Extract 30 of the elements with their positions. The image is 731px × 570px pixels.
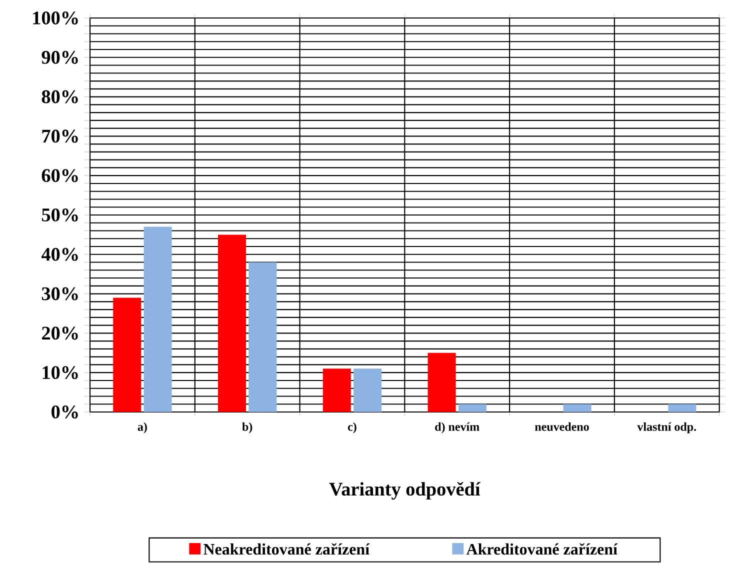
- legend-label: Neakreditované zařízení: [204, 543, 370, 555]
- y-tick-label: 60%: [42, 169, 78, 182]
- x-axis-title: Varianty odpovědí: [329, 482, 481, 500]
- x-tick-label: a): [138, 422, 147, 434]
- bar: [144, 226, 172, 412]
- bar: [248, 262, 277, 412]
- x-tick-label: c): [348, 422, 356, 434]
- x-tick-label: vlastní odp.: [637, 422, 696, 434]
- y-tick-label: 20%: [42, 326, 78, 340]
- y-tick-label: 70%: [42, 130, 78, 143]
- bar: [428, 352, 456, 412]
- bar: [354, 368, 382, 412]
- bar: [668, 404, 696, 412]
- y-tick-label: 0%: [52, 405, 78, 418]
- bar: [218, 234, 246, 412]
- y-tick-label: 50%: [42, 208, 78, 222]
- y-tick-label: 80%: [42, 90, 78, 104]
- x-tick-label: b): [242, 422, 252, 434]
- y-tick-label: 90%: [42, 50, 78, 64]
- bar: [113, 298, 142, 412]
- bar: [322, 368, 351, 412]
- x-tick-label: d) nevím: [435, 422, 480, 434]
- y-tick-label: 30%: [42, 287, 78, 300]
- y-tick-label: 40%: [41, 248, 78, 261]
- legend-label: Akreditované zařízení: [466, 543, 618, 555]
- x-tick-label: neuvedeno: [534, 422, 589, 431]
- bar: [458, 404, 486, 412]
- y-tick-label: 100%: [33, 11, 78, 24]
- y-tick-label: 10%: [42, 366, 78, 380]
- bar: [563, 404, 592, 412]
